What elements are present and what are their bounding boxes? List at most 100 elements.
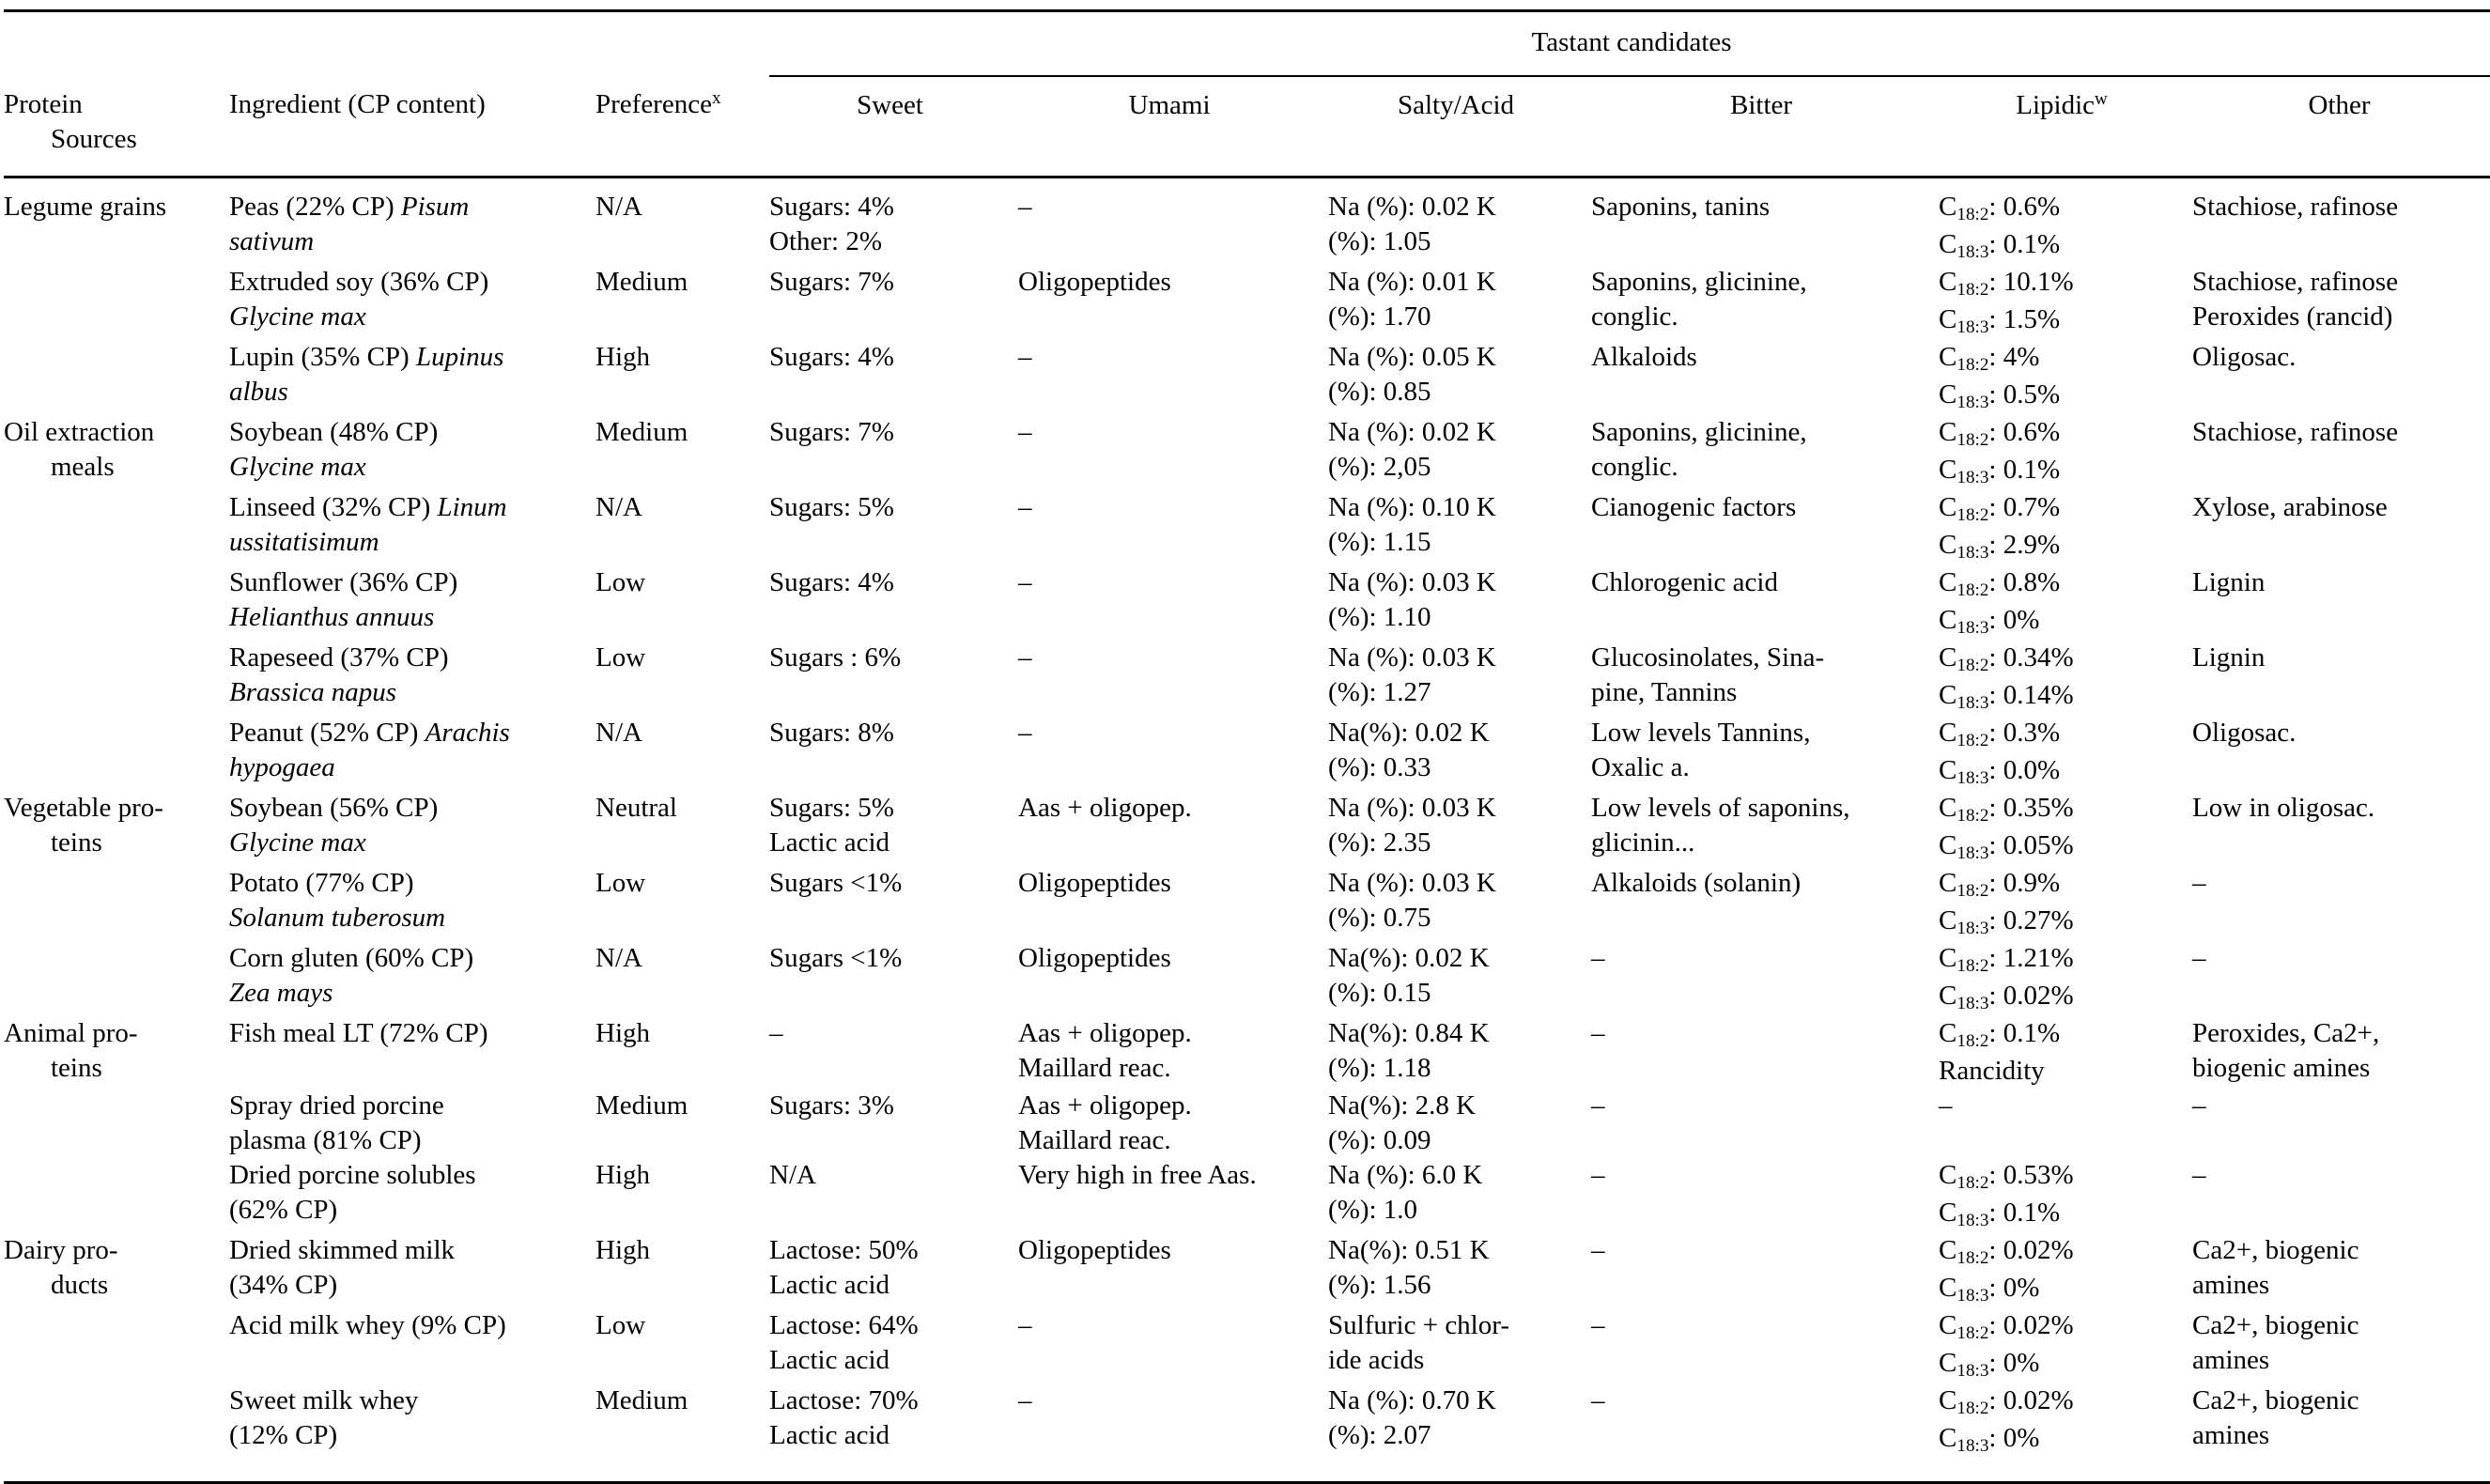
cell-line: (%): 0.33 [1328,752,1431,782]
cell-other: Stachiose, rafinose [2192,178,2490,266]
cell-line: – [769,1018,783,1048]
cell-line: Glycine max [229,827,366,858]
cell-line: – [1939,1090,1953,1121]
cell-line: Na (%): 6.0 K [1328,1160,1483,1190]
cell-line: Umami [1128,90,1211,120]
cell-sweet: Sugars: 4% Other: 2% [769,178,1018,266]
cell-line: Oligopeptides [1018,943,1171,973]
cell-line: ussitatisimum [229,527,379,557]
cell-line: (%): 1.15 [1328,527,1431,557]
cell-line: C18:2: 0.53% [1939,1160,2074,1194]
cell-salty-acid: Na (%): 6.0 K (%): 1.0 [1328,1158,1591,1233]
cell-line: Aas + oligopep. [1018,1090,1192,1121]
cell-umami: – [1018,340,1328,415]
cell-line: High [595,1235,650,1265]
cell-line: Na (%): 0.01 K [1328,267,1496,297]
cell-line: Aas + oligopep. [1018,793,1192,823]
cell-umami: Oligopeptides [1018,941,1328,1016]
cell-line: Na (%): 0.02 K [1328,417,1496,447]
cell-line: Very high in free Aas. [1018,1160,1257,1190]
cell-line: Medium [595,267,688,297]
cell-line: conglic. [1591,452,1678,482]
cell-ingredient: Lupin (35% CP) Lupinus albus [229,340,595,415]
cell-line: Oligopeptides [1018,1235,1171,1265]
cell-line: Rancidity [1939,1056,2045,1086]
cell-lipidic: C18:2: 0.6% C18:3: 0.1% [1939,415,2192,490]
cell-line: Sugars: 4% [769,567,894,597]
cell-line: C18:3: 0% [1939,605,2040,639]
cell-ingredient: Potato (77% CP) Solanum tuberosum [229,866,595,941]
cell-line: teins [51,827,102,858]
cell-line: hypogaea [229,752,335,782]
cell-lipidic: C18:2: 0.02% C18:3: 0% [1939,1233,2192,1308]
cell-sweet: Sugars: 5% Lactic acid [769,791,1018,866]
cell-line: Sulfuric + chlor- [1328,1310,1509,1340]
cell-line: Peanut (52% CP) Arachis [229,718,510,748]
cell-line: Glycine max [229,301,366,332]
cell-line: Sugars: 4% [769,342,894,372]
cell-line: Vegetable pro- [4,793,163,823]
cell-bitter: Low levels of saponins, glicinin... [1591,791,1939,866]
cell-lipidic: C18:2: 0.6% C18:3: 0.1% [1939,178,2192,266]
cell-umami: – [1018,565,1328,641]
cell-other: Ca2+, biogenic amines [2192,1308,2490,1384]
cell-line: Stachiose, rafinose [2192,267,2399,297]
column-header-sweet: Sweet [769,76,1019,178]
cell-lipidic: C18:2: 0.53% C18:3: 0.1% [1939,1158,2192,1233]
cell-line: plasma (81% CP) [229,1125,422,1155]
table-row: Spray dried porcine plasma (81% CP) Medium… [4,1089,2490,1158]
cell-line: Chlorogenic acid [1591,567,1778,597]
cell-lipidic: C18:2: 0.7% C18:3: 2.9% [1939,490,2192,565]
cell-line: (34% CP) [229,1270,338,1300]
cell-line: Medium [595,1090,688,1121]
cell-line: Sweet milk whey [229,1385,419,1415]
table-row: Acid milk whey (9% CP) Low Lactose: 64% Lac… [4,1308,2490,1384]
cell-line: C18:2: 0.6% [1939,417,2061,451]
cell-line: Ca2+, biogenic [2192,1385,2359,1415]
cell-ingredient: Dried porcine solubles (62% CP) [229,1158,595,1233]
cell-line: – [1591,1018,1605,1048]
cell-line: Saponins, glicinine, [1591,417,1807,447]
cell-other: Oligosac. [2192,340,2490,415]
cell-line: C18:3: 0.27% [1939,905,2074,939]
cell-line: – [1018,1310,1032,1340]
cell-line: Spray dried porcine [229,1090,444,1121]
cell-preference: N/A [595,178,769,266]
cell-lipidic: C18:2: 0.1% Rancidity [1939,1016,2192,1089]
cell-umami: Very high in free Aas. [1018,1158,1328,1233]
cell-line: – [1018,718,1032,748]
cell-umami: – [1018,716,1328,791]
cell-bitter: Alkaloids [1591,340,1939,415]
cell-line: Sugars: 3% [769,1090,894,1121]
cell-line: – [1591,943,1605,973]
cell-salty-acid: Na (%): 0.03 K (%): 0.75 [1328,866,1591,941]
cell-ingredient: Peanut (52% CP) Arachis hypogaea [229,716,595,791]
cell-other: Stachiose, rafinose Peroxides (rancid) [2192,265,2490,340]
cell-line: Preferencex [595,88,721,119]
cell-line: C18:2: 0.02% [1939,1385,2074,1419]
cell-line: Na(%): 2.8 K [1328,1090,1477,1121]
cell-bitter: – [1591,941,1939,1016]
table-row: Legume grains Peas (22% CP) Pisum sativum N… [4,178,2490,266]
cell-line: – [1591,1160,1605,1190]
cell-line: C18:2: 0.7% [1939,492,2061,526]
cell-line: Sugars: 4% [769,192,894,222]
cell-line: N/A [595,192,642,222]
cell-line: C18:2: 0.3% [1939,718,2061,751]
table-row: Peanut (52% CP) Arachis hypogaea N/A Sugars… [4,716,2490,791]
cell-line: Lignin [2192,567,2266,597]
cell-bitter: – [1591,1233,1939,1308]
cell-other: Lignin [2192,641,2490,716]
cell-line: Aas + oligopep. [1018,1018,1192,1048]
cell-line: Low levels of saponins, [1591,793,1850,823]
cell-line: Fish meal LT (72% CP) [229,1018,488,1048]
cell-line: Stachiose, rafinose [2192,192,2399,222]
cell-line: Sugars: 5% [769,492,894,522]
cell-salty-acid: Na(%): 0.84 K (%): 1.18 [1328,1016,1591,1089]
cell-line: Linseed (32% CP) Linum [229,492,507,522]
cell-line: Sugars: 8% [769,718,894,748]
cell-other: Lignin [2192,565,2490,641]
cell-line: – [1018,417,1032,447]
cell-preference: Low [595,641,769,716]
cell-line: Na (%): 0.70 K [1328,1385,1496,1415]
